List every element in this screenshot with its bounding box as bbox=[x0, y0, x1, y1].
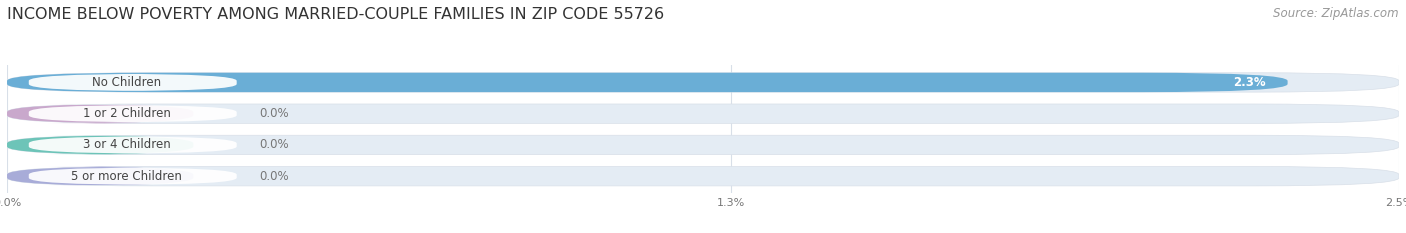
FancyBboxPatch shape bbox=[7, 135, 1399, 155]
Text: 0.0%: 0.0% bbox=[259, 138, 288, 151]
Text: 5 or more Children: 5 or more Children bbox=[72, 170, 181, 183]
Text: 0.0%: 0.0% bbox=[259, 107, 288, 120]
FancyBboxPatch shape bbox=[28, 74, 236, 91]
Text: No Children: No Children bbox=[91, 76, 162, 89]
FancyBboxPatch shape bbox=[7, 104, 194, 123]
FancyBboxPatch shape bbox=[7, 135, 194, 155]
Text: 2.3%: 2.3% bbox=[1233, 76, 1265, 89]
Text: INCOME BELOW POVERTY AMONG MARRIED-COUPLE FAMILIES IN ZIP CODE 55726: INCOME BELOW POVERTY AMONG MARRIED-COUPL… bbox=[7, 7, 664, 22]
Text: Source: ZipAtlas.com: Source: ZipAtlas.com bbox=[1274, 7, 1399, 20]
FancyBboxPatch shape bbox=[7, 73, 1399, 92]
FancyBboxPatch shape bbox=[28, 136, 236, 154]
FancyBboxPatch shape bbox=[7, 167, 194, 186]
Text: 1 or 2 Children: 1 or 2 Children bbox=[83, 107, 170, 120]
FancyBboxPatch shape bbox=[28, 168, 236, 185]
FancyBboxPatch shape bbox=[7, 104, 1399, 123]
FancyBboxPatch shape bbox=[7, 167, 1399, 186]
Text: 3 or 4 Children: 3 or 4 Children bbox=[83, 138, 170, 151]
Text: 0.0%: 0.0% bbox=[259, 170, 288, 183]
FancyBboxPatch shape bbox=[28, 105, 236, 122]
FancyBboxPatch shape bbox=[7, 73, 1288, 92]
